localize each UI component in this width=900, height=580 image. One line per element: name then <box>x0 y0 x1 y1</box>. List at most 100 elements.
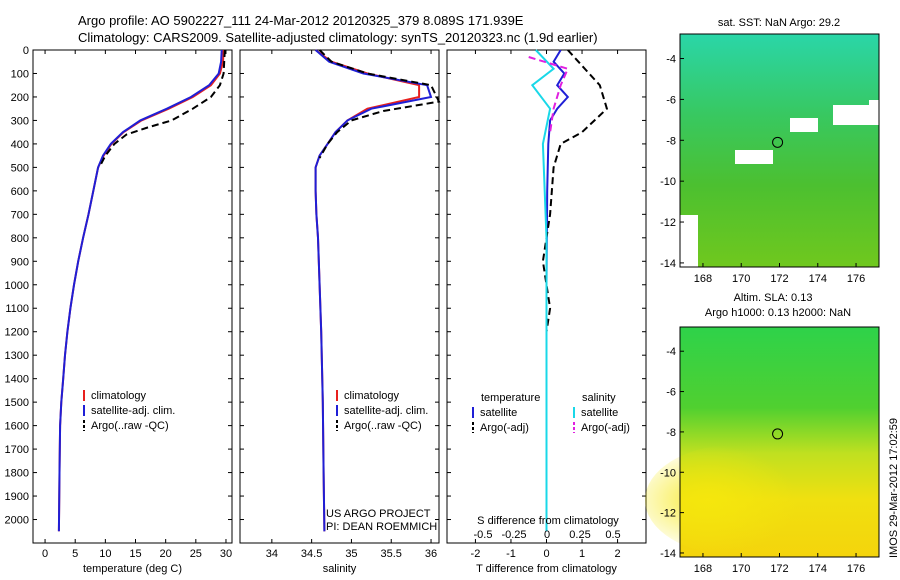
legend-label: Argo(-adj) <box>581 422 630 434</box>
x-tick-label-secondary: 0.25 <box>569 529 590 541</box>
x-axis-label: T difference from climatology <box>476 563 617 575</box>
x-tick-label: -2 <box>471 548 481 560</box>
map-x-tick-label: 172 <box>770 273 788 285</box>
x-tick-label: -1 <box>506 548 516 560</box>
map-y-tick-label: -10 <box>660 467 676 479</box>
x-tick-label: 0 <box>543 548 549 560</box>
timestamp-stamp: IMOS 29-Mar-2012 17:02:59 <box>888 417 900 558</box>
map-missing-data <box>833 105 879 125</box>
x-tick-label-secondary: 0 <box>544 529 550 541</box>
x-axis-label: temperature (deg C) <box>83 563 182 575</box>
y-tick-label: 1700 <box>5 444 29 456</box>
map-x-tick-label: 168 <box>694 273 712 285</box>
x-tick-label: 1 <box>579 548 585 560</box>
x-axis-label-secondary: S difference from climatology <box>477 515 619 527</box>
map-title: sat. SST: NaN Argo: 29.2 <box>718 17 840 29</box>
y-tick-label: 800 <box>11 233 29 245</box>
legend-label: climatology <box>344 390 400 402</box>
map-x-tick-label: 170 <box>732 273 750 285</box>
legend-label: satellite <box>480 407 517 419</box>
y-tick-label: 0 <box>23 45 29 57</box>
legend-title: temperature <box>481 392 540 404</box>
x-tick-label: 2 <box>615 548 621 560</box>
legend-label: satellite-adj. clim. <box>91 405 175 417</box>
credit-project: US ARGO PROJECT <box>326 508 431 520</box>
map-y-tick-label: -4 <box>666 54 676 66</box>
y-tick-label: 1200 <box>5 327 29 339</box>
y-tick-label: 1900 <box>5 491 29 503</box>
map-warm-anomaly <box>645 445 825 555</box>
map-y-tick-label: -10 <box>660 176 676 188</box>
series-line <box>318 49 441 159</box>
map-missing-data <box>790 118 818 132</box>
map-title: Altim. SLA: 0.13 <box>734 292 813 304</box>
map-field <box>680 34 879 267</box>
x-tick-label: 35.5 <box>381 548 402 560</box>
y-tick-label: 1400 <box>5 374 29 386</box>
map-y-tick-label: -12 <box>660 217 676 229</box>
y-tick-label: 2000 <box>5 515 29 527</box>
map-missing-data <box>869 100 879 108</box>
x-tick-label: 0 <box>42 548 48 560</box>
x-tick-label: 30 <box>220 548 232 560</box>
argo-location-marker <box>772 136 784 148</box>
map-missing-data <box>680 215 698 267</box>
map-y-tick-label: -14 <box>660 548 676 560</box>
legend-label: satellite-adj. clim. <box>344 405 428 417</box>
y-tick-label: 600 <box>11 186 29 198</box>
y-tick-label: 1500 <box>5 397 29 409</box>
series-line <box>541 49 609 332</box>
series-line <box>528 56 570 133</box>
y-tick-label: 1600 <box>5 421 29 433</box>
map-y-tick-label: -8 <box>666 427 676 439</box>
map-y-tick-label: -8 <box>666 135 676 147</box>
x-tick-label-secondary: 0.5 <box>605 529 620 541</box>
map-x-tick-label: 168 <box>694 563 712 575</box>
map-y-tick-label: -12 <box>660 508 676 520</box>
y-tick-label: 1100 <box>5 303 29 315</box>
map-x-tick-label: 170 <box>732 563 750 575</box>
argo-location-marker <box>772 428 784 440</box>
y-tick-label: 1000 <box>5 280 29 292</box>
credit-pi: PI: DEAN ROEMMICH <box>326 521 438 533</box>
x-tick-label: 34.5 <box>301 548 322 560</box>
x-tick-label: 5 <box>72 548 78 560</box>
map-x-tick-label: 172 <box>770 563 788 575</box>
map-x-tick-label: 176 <box>847 273 865 285</box>
x-tick-label: 20 <box>160 548 172 560</box>
header-line-1: Argo profile: AO 5902227_111 24-Mar-2012… <box>78 13 524 28</box>
x-tick-label: 36 <box>425 548 437 560</box>
x-tick-label: 15 <box>129 548 141 560</box>
map-missing-data <box>735 150 773 164</box>
legend-label: Argo(..raw -QC) <box>344 420 422 432</box>
plot-frame-1 <box>32 49 233 544</box>
map-x-tick-label: 174 <box>809 273 827 285</box>
map-subtitle: Argo h1000: 0.13 h2000: NaN <box>705 307 851 319</box>
map-y-tick-label: -6 <box>666 94 676 106</box>
x-axis-label: salinity <box>323 563 357 575</box>
x-tick-label: 34 <box>266 548 278 560</box>
legend-label: Argo(-adj) <box>480 422 529 434</box>
legend-label: climatology <box>91 390 147 402</box>
y-tick-label: 1800 <box>5 468 29 480</box>
x-tick-label: 10 <box>99 548 111 560</box>
map-x-tick-label: 174 <box>809 563 827 575</box>
series-line <box>57 49 223 532</box>
plot-frame-2 <box>239 49 440 544</box>
map-y-tick-label: -6 <box>666 387 676 399</box>
y-tick-label: 200 <box>11 92 29 104</box>
legend-label: satellite <box>581 407 618 419</box>
map-x-tick-label: 176 <box>847 563 865 575</box>
y-tick-label: 500 <box>11 162 29 174</box>
y-tick-label: 900 <box>11 256 29 268</box>
series-line <box>545 49 570 532</box>
series-line <box>530 49 556 532</box>
y-tick-label: 700 <box>11 209 29 221</box>
y-tick-label: 1300 <box>5 350 29 362</box>
map-y-tick-label: -14 <box>660 258 676 270</box>
legend-label: Argo(..raw -QC) <box>91 420 169 432</box>
header-line-2: Climatology: CARS2009. Satellite-adjuste… <box>78 30 598 45</box>
x-tick-label: 35 <box>345 548 357 560</box>
x-tick-label-secondary: -0.25 <box>501 529 526 541</box>
